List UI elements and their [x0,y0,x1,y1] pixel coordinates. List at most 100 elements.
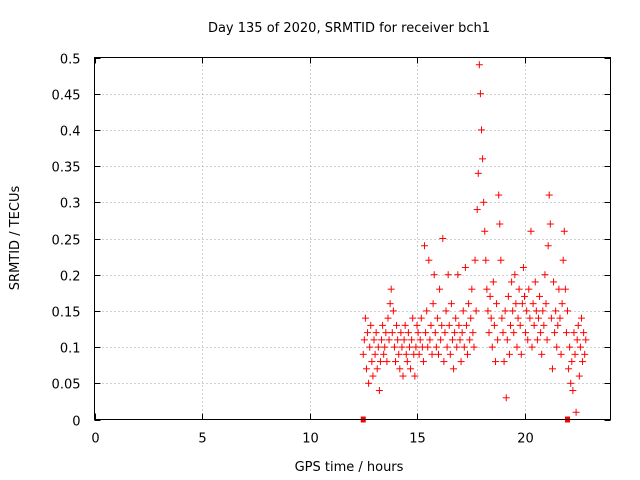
data-point [499,329,507,337]
data-point [382,329,390,337]
data-point [486,292,494,300]
data-point [436,285,444,293]
data-point [527,227,535,235]
data-point [439,235,447,242]
y-tick-labels: 0 0.05 0.1 0.15 0.2 0.25 0.3 0.35 0.4 0.45 0.5 [52,53,81,430]
data-point [481,227,489,235]
y-tick-label: 0 [72,415,80,430]
data-point [428,350,436,358]
data-point [457,358,465,366]
data-point [508,278,516,286]
data-point [398,343,406,351]
data-point [569,387,577,395]
data-point [516,321,524,329]
data-point [515,285,523,293]
data-point [422,329,430,337]
data-point [387,285,395,293]
data-point [392,358,399,366]
data-point [553,343,561,351]
data-point [469,329,477,337]
data-point [557,350,565,358]
data-point [487,314,495,322]
data-point [510,329,518,337]
data-points [359,61,590,423]
data-point [560,227,568,235]
data-point [424,343,432,351]
data-point [446,350,454,358]
data-point [423,307,431,315]
x-axis-label: GPS time / hours [295,460,404,475]
data-point [519,263,527,271]
data-point [514,314,522,322]
data-point [465,300,473,308]
y-tick-label: 0.35 [52,161,81,176]
data-point [512,300,520,308]
y-tick-label: 0.4 [60,125,81,140]
data-point [558,300,566,308]
data-point [435,350,442,358]
data-point [454,271,462,279]
data-point [409,314,417,322]
data-point [556,314,564,322]
data-point [405,343,413,351]
data-point [522,329,530,337]
data-point [561,285,569,293]
data-point [440,358,448,366]
data-point [562,329,570,337]
data-point [437,336,445,344]
data-point [370,336,378,344]
data-point [441,329,449,337]
data-point [545,191,553,199]
data-point [470,343,478,351]
data-point [540,321,548,329]
data-point [548,365,556,373]
y-tick-label: 0.1 [60,342,81,357]
data-point [384,314,392,322]
data-point [532,307,540,315]
data-point [448,336,456,344]
data-point [534,314,542,322]
data-point [547,314,555,322]
data-point [513,343,521,351]
data-point [385,336,393,344]
data-point [564,307,571,315]
data-point [550,278,558,286]
data-point [480,198,488,206]
data-point [577,314,585,322]
data-point [555,285,563,293]
data-point [390,343,398,351]
data-point [505,350,513,358]
data-point [468,285,476,293]
data-point [395,350,403,358]
grid [94,57,611,420]
data-point [485,329,493,337]
data-point [580,329,588,337]
data-point [538,350,546,358]
data-point [402,350,410,358]
data-point [537,329,545,337]
data-point [373,365,381,373]
data-point [464,350,472,358]
data-point [491,358,499,366]
data-point [455,321,463,329]
data-point [432,343,440,351]
data-point [502,394,510,402]
data-point [575,372,583,380]
y-tick-label: 0.5 [60,53,81,68]
data-point [552,307,560,315]
data-point [376,358,384,366]
data-point [551,329,559,337]
data-point [461,263,469,271]
data-point [546,220,554,228]
data-point [484,307,492,315]
data-point [574,321,582,329]
data-point [474,169,482,177]
data-point [401,321,409,329]
data-point [442,307,450,315]
data-point [554,321,562,329]
data-point [536,292,544,300]
data-point [498,314,506,322]
data-point [417,314,425,322]
data-point [543,336,551,344]
